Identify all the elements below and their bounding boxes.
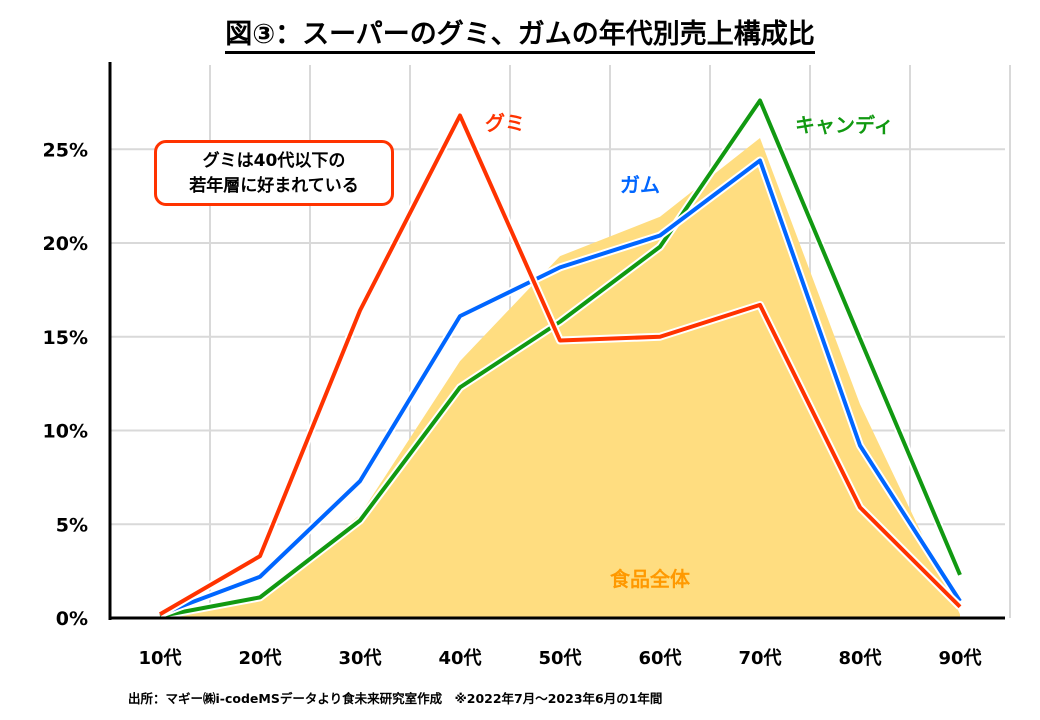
x-tick-label: 70代 bbox=[738, 648, 781, 669]
series-label: ガム bbox=[620, 173, 660, 197]
x-tick-label: 50代 bbox=[538, 648, 581, 669]
x-tick-label: 90代 bbox=[938, 648, 981, 669]
series-label: 食品全体 bbox=[610, 567, 691, 591]
y-tick-label: 10% bbox=[43, 421, 88, 443]
y-tick-label: 0% bbox=[56, 608, 88, 630]
series-label: キャンディ bbox=[795, 113, 894, 137]
x-tick-label: 40代 bbox=[438, 648, 481, 669]
y-tick-label: 15% bbox=[43, 327, 88, 349]
x-tick-label: 30代 bbox=[338, 648, 381, 669]
y-tick-label: 5% bbox=[56, 514, 88, 536]
x-tick-label: 60代 bbox=[638, 648, 681, 669]
y-tick-label: 20% bbox=[43, 233, 88, 255]
x-tick-label: 80代 bbox=[838, 648, 881, 669]
x-tick-label: 20代 bbox=[238, 648, 281, 669]
area-食品全体 bbox=[160, 138, 960, 618]
source-note: 出所：マギー㈱i-codeMSデータより食未来研究室作成 ※2022年7月～20… bbox=[128, 691, 663, 706]
x-tick-label: 10代 bbox=[138, 648, 181, 669]
y-tick-label: 25% bbox=[43, 139, 88, 161]
chart-title: 図③：スーパーのグミ、ガムの年代別売上構成比 bbox=[0, 12, 1040, 54]
annotation-box: グミは40代以下の 若年層に好まれている bbox=[154, 140, 394, 206]
series-label: グミ bbox=[485, 111, 525, 135]
